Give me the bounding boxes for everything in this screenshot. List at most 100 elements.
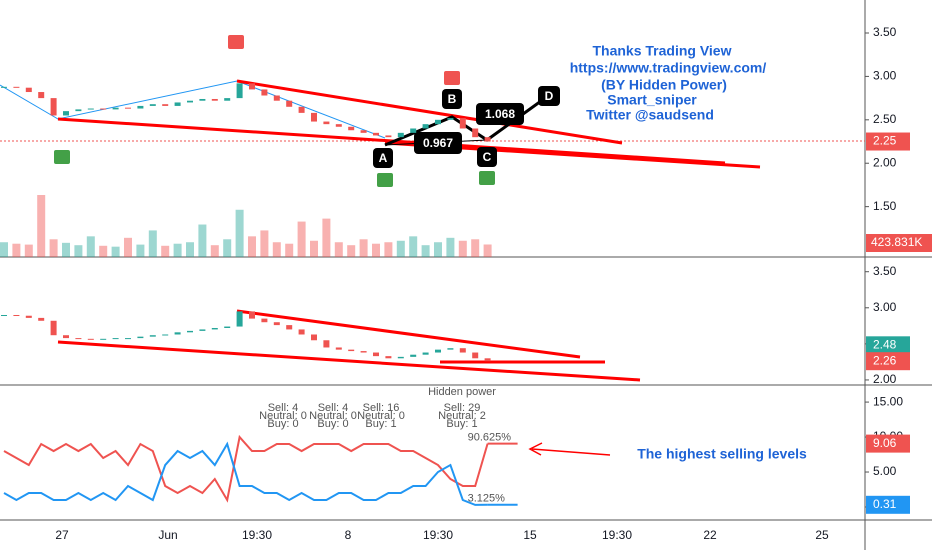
volume-bar <box>0 242 8 257</box>
candle <box>149 335 156 337</box>
volume-bar <box>384 242 393 257</box>
candle <box>75 109 82 112</box>
candle <box>348 349 355 352</box>
price-tag <box>866 495 910 514</box>
x-tick-label: 19:30 <box>602 528 632 542</box>
zigzag <box>0 80 386 139</box>
candle <box>323 340 330 348</box>
volume-bar <box>37 195 46 257</box>
candle <box>211 98 218 101</box>
candle <box>397 132 404 138</box>
candle <box>348 126 355 131</box>
y-tick-label: 3.50 <box>873 264 897 278</box>
candle <box>13 315 20 317</box>
volume-bar <box>409 236 418 257</box>
candle <box>286 100 293 107</box>
label-box <box>442 89 462 109</box>
x-tick-label: 27 <box>55 528 69 542</box>
x-tick-label: 19:30 <box>423 528 453 542</box>
candle <box>112 107 119 110</box>
candle <box>435 119 441 125</box>
signal-text: Neutral: 0 <box>259 410 307 422</box>
trend-line <box>57 340 641 382</box>
price-tag <box>866 352 910 371</box>
credit-text: https://www.tradingview.com/ <box>570 60 767 76</box>
y-tick-label: 3.00 <box>873 300 897 314</box>
price-tag-label: 0.31 <box>873 497 897 511</box>
candle <box>25 87 32 93</box>
volume-bar <box>458 240 467 257</box>
candle <box>112 338 119 340</box>
price-tag <box>866 132 910 151</box>
signal-text: Buy: 0 <box>267 418 298 430</box>
volume-tag-label: 423.831K <box>871 235 922 249</box>
x-tick-label: 25 <box>815 528 829 542</box>
candle <box>236 83 243 99</box>
candle <box>187 100 193 103</box>
candle <box>236 311 243 327</box>
candle <box>187 330 193 333</box>
price-tag-label: 2.48 <box>873 337 897 351</box>
volume-bar <box>136 244 145 257</box>
candle <box>100 338 107 340</box>
price-tag-label: 9.06 <box>873 436 897 450</box>
x-tick-label: 19:30 <box>242 528 272 542</box>
candle <box>435 349 441 353</box>
candle <box>422 124 429 129</box>
volume-bar <box>148 230 157 257</box>
candle <box>459 118 466 129</box>
candle <box>162 104 169 106</box>
candle <box>63 111 69 116</box>
volume-bar <box>260 230 269 257</box>
signal-text: Sell: 4 <box>318 402 349 414</box>
candle <box>211 327 218 330</box>
y-tick-label: 2.00 <box>873 155 897 169</box>
label-box <box>477 147 497 167</box>
x-tick-label: 8 <box>345 528 352 542</box>
candle <box>162 334 169 336</box>
volume-bar <box>471 239 480 257</box>
candle <box>1 315 7 317</box>
candle <box>199 329 206 331</box>
sell-marker <box>228 35 244 49</box>
volume-bar <box>12 243 21 257</box>
y-tick-label: 3.00 <box>873 69 897 83</box>
volume-bar <box>24 244 33 257</box>
y-tick-label: 3.50 <box>873 25 897 39</box>
volume-bar <box>161 245 170 257</box>
candle <box>472 128 479 138</box>
volume-bar <box>483 244 492 257</box>
candle <box>174 332 181 335</box>
y-tick-label: 15.00 <box>873 394 903 408</box>
candle <box>87 338 94 340</box>
volume-bar <box>322 218 331 257</box>
point-label: D <box>545 89 554 103</box>
trend-line <box>236 309 581 359</box>
y-tick-label: 1.50 <box>873 199 897 213</box>
volume-bar <box>297 221 306 257</box>
signal-text: Buy: 1 <box>365 418 396 430</box>
volume-bar <box>86 236 95 257</box>
point-label: A <box>379 151 388 165</box>
volume-bar <box>372 243 380 257</box>
candle <box>360 351 367 353</box>
volume-bar <box>62 242 70 257</box>
x-tick-label: 22 <box>703 528 717 542</box>
trend-line <box>236 79 623 145</box>
signal-text: Sell: 4 <box>268 402 299 414</box>
candle <box>38 92 45 99</box>
candle <box>273 322 280 326</box>
signal-markers <box>54 35 495 187</box>
price-tag <box>866 434 910 453</box>
candle <box>63 335 69 339</box>
oscillator-line <box>3 441 488 506</box>
price-tag <box>866 336 910 355</box>
buy-marker <box>54 150 70 164</box>
volume-bar <box>248 236 256 257</box>
label-box <box>538 86 560 106</box>
candle <box>137 105 144 109</box>
candle <box>13 86 20 88</box>
candle <box>323 121 330 125</box>
candle <box>224 326 231 328</box>
